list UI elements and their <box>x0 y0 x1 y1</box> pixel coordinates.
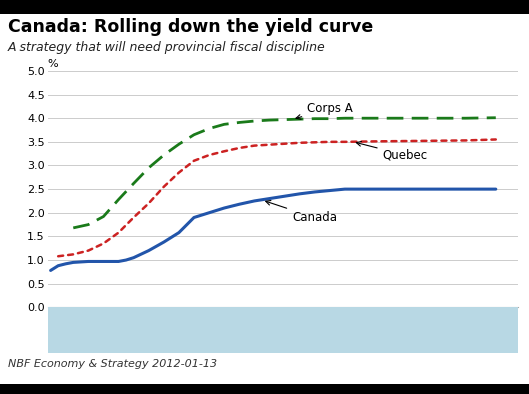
Text: Corps A: Corps A <box>296 102 353 119</box>
Text: Canada: Rolling down the yield curve: Canada: Rolling down the yield curve <box>8 18 373 36</box>
Text: %: % <box>48 59 58 69</box>
Text: A strategy that will need provincial fiscal discipline: A strategy that will need provincial fis… <box>8 41 326 54</box>
Text: Canada: Canada <box>266 201 337 224</box>
Text: Quebec: Quebec <box>357 141 428 162</box>
Text: NBF Economy & Strategy 2012-01-13: NBF Economy & Strategy 2012-01-13 <box>8 359 217 368</box>
